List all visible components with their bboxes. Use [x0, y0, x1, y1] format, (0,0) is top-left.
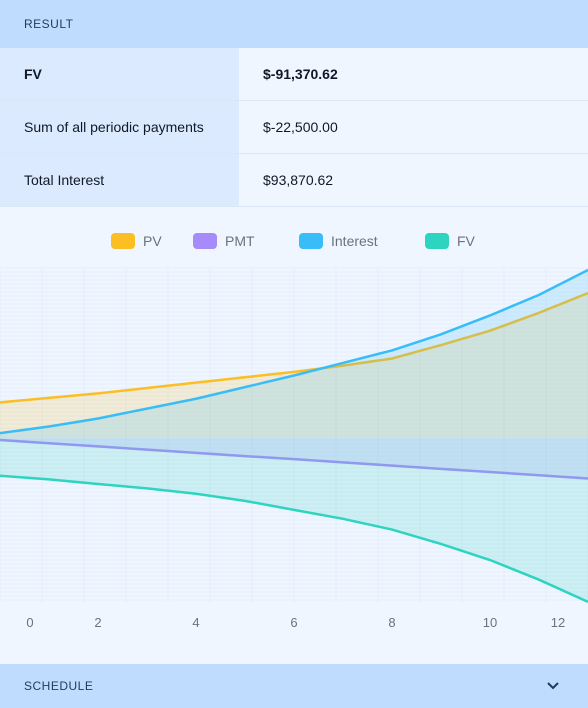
line [0, 474, 588, 604]
legend-label: PV [143, 233, 162, 249]
line [0, 438, 588, 480]
x-tick-label: 10 [483, 615, 497, 630]
result-title: RESULT [24, 17, 74, 31]
x-tick-label: 6 [290, 615, 297, 630]
area [0, 293, 588, 439]
legend-swatch [193, 233, 217, 249]
row-label: Total Interest [0, 154, 239, 206]
area [0, 438, 588, 602]
x-tick-label: 4 [192, 615, 199, 630]
table-row: Total Interest $93,870.62 [0, 154, 588, 207]
x-tick-label: 8 [388, 615, 395, 630]
line [0, 291, 588, 404]
result-header: RESULT [0, 0, 588, 48]
chevron [547, 682, 559, 690]
x-tick-label: 2 [94, 615, 101, 630]
line [0, 268, 588, 435]
table-row: Sum of all periodic payments $-22,500.00 [0, 101, 588, 154]
legend-swatch [425, 233, 449, 249]
row-value: $-22,500.00 [239, 101, 588, 153]
row-label: FV [0, 48, 239, 100]
row-value: $93,870.62 [239, 154, 588, 206]
row-label: Sum of all periodic payments [0, 101, 239, 153]
legend-swatch [299, 233, 323, 249]
x-tick-label: 12 [551, 615, 565, 630]
legend-label: PMT [225, 233, 255, 249]
row-value: $-91,370.62 [239, 48, 588, 100]
legend-swatch [111, 233, 135, 249]
legend-label: Interest [331, 233, 378, 249]
result-table: FV $-91,370.62 Sum of all periodic payment… [0, 48, 588, 207]
area [0, 270, 588, 439]
legend-label: FV [457, 233, 476, 249]
x-tick-label: 0 [26, 615, 33, 630]
table-row: FV $-91,370.62 [0, 48, 588, 101]
schedule-header[interactable]: SCHEDULE [0, 664, 588, 708]
chart: PV PMT Interest FV 0 2 4 6 8 10 12 [0, 233, 588, 630]
schedule-title: SCHEDULE [24, 679, 94, 693]
